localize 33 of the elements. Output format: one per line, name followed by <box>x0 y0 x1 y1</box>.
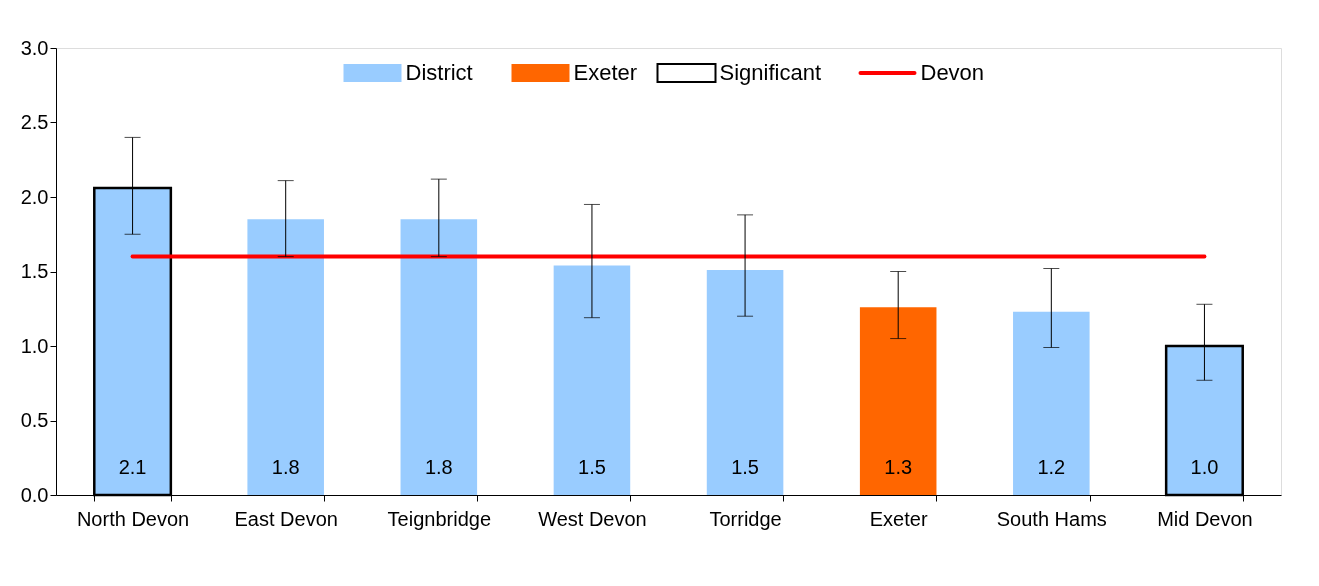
x-tick-label: North Devon <box>76 507 190 530</box>
y-tick-label: 0.5 <box>20 409 49 431</box>
bar <box>400 219 478 495</box>
bar <box>1013 311 1090 495</box>
data-label: 1.8 <box>424 456 453 478</box>
bar <box>706 270 784 495</box>
x-tick-label: South Hams <box>996 507 1107 530</box>
legend-label: Devon <box>920 60 985 85</box>
data-label: 1.0 <box>1190 456 1219 478</box>
y-tick-label: 1.5 <box>20 260 49 282</box>
y-tick-label: 2.5 <box>20 111 49 133</box>
y-tick-label: 3.0 <box>20 36 49 59</box>
bar <box>859 307 937 495</box>
y-tick-label: 1.0 <box>20 334 49 357</box>
x-tick-label: Torridge <box>709 507 782 530</box>
data-label: 1.3 <box>884 456 913 478</box>
data-label: 2.1 <box>118 456 147 478</box>
y-tick-label: 2.0 <box>20 185 49 208</box>
x-tick-label: Mid Devon <box>1157 507 1253 530</box>
data-label: 1.5 <box>578 456 606 478</box>
bar <box>553 265 631 495</box>
x-tick-label: West Devon <box>538 507 647 530</box>
legend-label: Exeter <box>573 60 638 85</box>
data-label: 1.8 <box>271 456 300 478</box>
x-tick-label: Exeter <box>869 507 928 530</box>
legend-label: Significant <box>719 60 822 85</box>
x-tick-label: Teignbridge <box>387 507 492 530</box>
data-label: 1.5 <box>731 456 759 478</box>
bar <box>247 219 324 495</box>
y-tick-label: 0.0 <box>20 483 49 506</box>
data-label: 1.2 <box>1037 456 1066 478</box>
legend-label: District <box>405 60 473 85</box>
x-tick-label: East Devon <box>234 507 338 530</box>
